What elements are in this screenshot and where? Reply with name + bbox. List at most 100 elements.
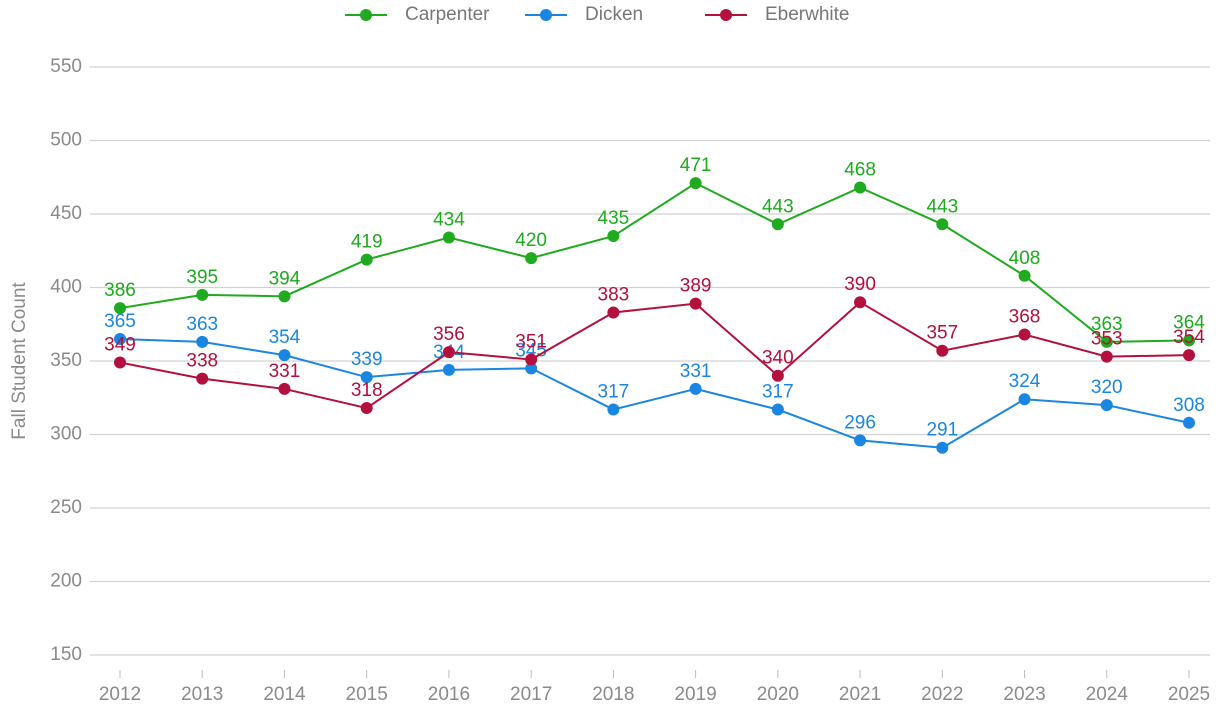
x-tick-label: 2015 bbox=[346, 684, 388, 705]
data-label: 383 bbox=[598, 285, 630, 306]
data-label: 390 bbox=[844, 274, 876, 295]
data-label: 420 bbox=[515, 230, 547, 251]
x-tick-label: 2016 bbox=[428, 684, 470, 705]
data-label: 443 bbox=[762, 196, 794, 217]
series-line bbox=[119, 300, 1190, 410]
x-tick-label: 2022 bbox=[921, 684, 963, 705]
data-label: 408 bbox=[1009, 248, 1041, 269]
data-point bbox=[278, 349, 291, 362]
data-point bbox=[196, 335, 209, 348]
data-label: 349 bbox=[104, 334, 136, 355]
data-label: 468 bbox=[844, 160, 876, 181]
data-label: 317 bbox=[762, 382, 794, 403]
data-label: 389 bbox=[680, 276, 712, 297]
data-point bbox=[854, 181, 867, 194]
data-point bbox=[360, 402, 373, 415]
data-point bbox=[689, 177, 702, 190]
data-point bbox=[607, 306, 620, 319]
data-point bbox=[442, 363, 455, 376]
data-label: 435 bbox=[598, 208, 630, 229]
data-label: 394 bbox=[269, 268, 301, 289]
x-tick-label: 2017 bbox=[510, 684, 552, 705]
x-tick-label: 2023 bbox=[1003, 684, 1045, 705]
x-tick-label: 2024 bbox=[1086, 684, 1129, 705]
series-line bbox=[119, 181, 1190, 343]
y-tick-label: 350 bbox=[50, 350, 82, 371]
data-label: 308 bbox=[1173, 395, 1205, 416]
data-label: 419 bbox=[351, 232, 383, 253]
data-point bbox=[278, 290, 291, 303]
data-label: 354 bbox=[1173, 327, 1205, 348]
x-tick-label: 2018 bbox=[592, 684, 634, 705]
data-label: 471 bbox=[680, 155, 712, 176]
data-label: 317 bbox=[598, 382, 630, 403]
data-label: 356 bbox=[433, 324, 465, 345]
data-point bbox=[360, 253, 373, 266]
data-label: 318 bbox=[351, 380, 383, 401]
data-label: 443 bbox=[926, 196, 958, 217]
data-point bbox=[771, 369, 784, 382]
y-tick-label: 300 bbox=[50, 424, 82, 445]
x-tick-label: 2021 bbox=[839, 684, 881, 705]
data-point bbox=[1018, 393, 1031, 406]
data-label: 363 bbox=[1091, 314, 1123, 335]
data-point bbox=[442, 231, 455, 244]
data-point bbox=[114, 332, 126, 345]
y-tick-label: 200 bbox=[50, 571, 82, 592]
data-label: 353 bbox=[1091, 329, 1123, 350]
data-point bbox=[525, 353, 538, 366]
x-tick-label: 2025 bbox=[1168, 684, 1210, 705]
data-label: 340 bbox=[762, 348, 794, 369]
data-point bbox=[1018, 269, 1031, 282]
data-point bbox=[936, 441, 949, 454]
data-point bbox=[607, 403, 620, 416]
data-point bbox=[1183, 416, 1195, 429]
data-label: 357 bbox=[926, 323, 958, 344]
legend-marker bbox=[720, 9, 732, 21]
x-tick-label: 2012 bbox=[99, 684, 141, 705]
data-point bbox=[525, 362, 538, 375]
data-label: 331 bbox=[269, 361, 301, 382]
data-point bbox=[1100, 335, 1113, 348]
data-point bbox=[1183, 334, 1195, 347]
y-tick-label: 400 bbox=[50, 277, 82, 298]
data-point bbox=[196, 372, 209, 385]
data-label: 324 bbox=[1009, 371, 1041, 392]
legend-label: Dicken bbox=[585, 4, 643, 25]
data-point bbox=[278, 382, 291, 395]
x-tick-label: 2013 bbox=[181, 684, 223, 705]
data-point bbox=[689, 297, 702, 310]
data-point bbox=[1183, 349, 1195, 362]
data-point bbox=[360, 371, 373, 384]
data-label: 338 bbox=[186, 351, 218, 372]
data-point bbox=[771, 403, 784, 416]
x-tick-label: 2014 bbox=[263, 684, 306, 705]
legend-label: Carpenter bbox=[405, 4, 490, 25]
data-point bbox=[525, 252, 538, 265]
data-point bbox=[771, 218, 784, 231]
data-label: 354 bbox=[269, 327, 301, 348]
data-point bbox=[114, 302, 126, 315]
data-point bbox=[936, 218, 949, 231]
legend-label: Eberwhite bbox=[765, 4, 850, 25]
data-point bbox=[442, 346, 455, 359]
data-point bbox=[1100, 399, 1113, 412]
legend-marker bbox=[540, 9, 552, 21]
data-label: 386 bbox=[104, 280, 136, 301]
data-point bbox=[1100, 350, 1113, 363]
data-label: 320 bbox=[1091, 377, 1123, 398]
data-label: 434 bbox=[433, 210, 465, 231]
data-label: 291 bbox=[926, 420, 958, 441]
x-tick-label: 2020 bbox=[757, 684, 799, 705]
data-label: 296 bbox=[844, 412, 876, 433]
y-tick-label: 500 bbox=[50, 130, 82, 151]
y-tick-label: 550 bbox=[50, 56, 82, 77]
data-label: 364 bbox=[1173, 312, 1205, 333]
data-label: 363 bbox=[186, 314, 218, 335]
series-line bbox=[119, 337, 1190, 449]
data-point bbox=[114, 356, 126, 369]
data-point bbox=[854, 434, 867, 447]
data-label: 368 bbox=[1009, 307, 1041, 328]
data-point bbox=[607, 230, 620, 243]
